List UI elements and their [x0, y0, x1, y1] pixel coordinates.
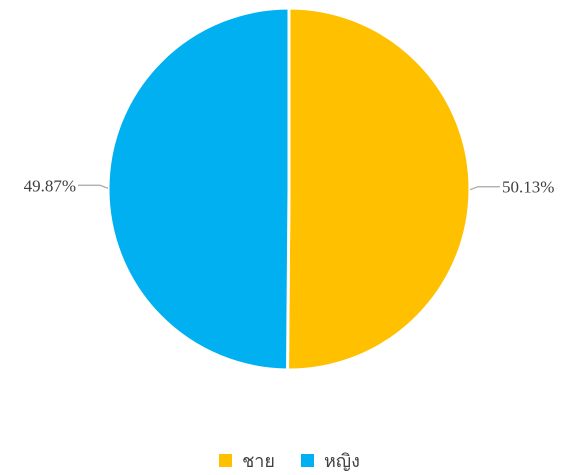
pie-slices — [106, 6, 472, 372]
pie-data-labels: 50.13% 49.87% — [24, 176, 555, 196]
pie-slice-female — [106, 6, 291, 372]
pie-slice-male — [286, 6, 472, 372]
legend-swatch-male — [219, 454, 233, 467]
leader-line-male — [469, 186, 500, 191]
legend-swatch-female — [300, 454, 314, 467]
legend-label-male: ชาย — [242, 451, 275, 472]
legend-item-male: ชาย — [219, 446, 275, 475]
legend: ชาย หญิง — [0, 446, 579, 475]
legend-item-female: หญิง — [300, 446, 360, 475]
data-label-female: 49.87% — [24, 176, 76, 195]
leader-line-female — [78, 184, 109, 189]
legend-label-female: หญิง — [323, 451, 360, 472]
data-label-male: 50.13% — [502, 178, 554, 197]
